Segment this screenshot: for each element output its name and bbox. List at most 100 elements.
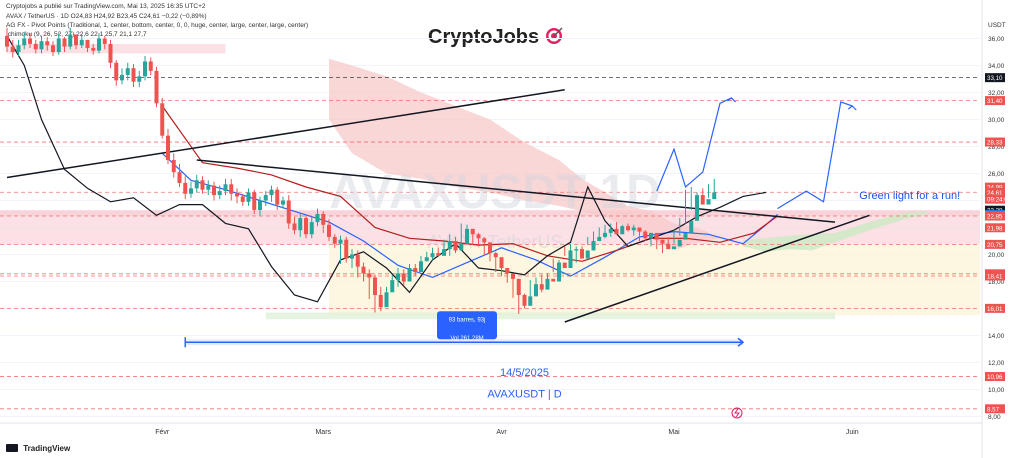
price-label: 21,98 [985, 223, 1005, 233]
candle-body [672, 246, 676, 250]
candle [614, 222, 619, 235]
candle-body [459, 243, 464, 251]
pivot-points-legend[interactable]: AG FX - Pivot Points (Traditional, 1, ce… [6, 22, 309, 29]
y-tick-label: 20,00 [988, 252, 1005, 259]
candle [419, 255, 423, 273]
candle-body [470, 228, 475, 235]
candle-body [660, 239, 665, 244]
price-label: 10,96 [985, 372, 1005, 382]
candle-body [493, 253, 498, 258]
candle-body [522, 295, 527, 306]
candle-body [235, 193, 239, 197]
candle-body [373, 277, 377, 295]
svg-text:31,40: 31,40 [987, 98, 1003, 105]
candle [166, 128, 170, 165]
candle [378, 286, 383, 312]
tradingview-logo-text: TradingView [23, 444, 71, 453]
candle-body [217, 191, 222, 196]
candle-body [281, 200, 285, 205]
candle [85, 39, 90, 52]
candle-body [102, 38, 107, 44]
svg-text:10,96: 10,96 [987, 374, 1003, 381]
candle [91, 43, 96, 55]
y-tick-label: 10,00 [988, 387, 1005, 394]
candle-body [309, 222, 314, 235]
candle-body [539, 284, 544, 290]
projection-arrowhead [727, 97, 736, 103]
candle-body [131, 68, 136, 82]
candle [292, 216, 297, 235]
candle [143, 56, 147, 81]
published-line: Cryptojobs a publié sur TradingView.com,… [6, 3, 206, 10]
candle [350, 249, 354, 268]
candle [315, 208, 320, 227]
candle [505, 268, 510, 283]
candle [22, 31, 27, 50]
candle [620, 224, 625, 235]
candle-body [614, 228, 619, 235]
candle-body [528, 296, 533, 306]
candle-body [321, 214, 326, 225]
candle [591, 231, 596, 251]
price-label: 24,61 [985, 187, 1005, 197]
measure-range-band [185, 339, 743, 346]
symbol-ohlc-line[interactable]: AVAX / TetherUS · 1D O24,83 H24,92 B23,4… [6, 13, 207, 20]
candle-body [263, 195, 268, 201]
candle-body [378, 295, 383, 308]
candle-body [114, 62, 119, 81]
y-tick-label: 26,00 [988, 171, 1005, 178]
candle [401, 269, 406, 286]
candle [212, 181, 216, 201]
candle-body [33, 43, 38, 50]
candle-body [419, 261, 423, 273]
x-tick-label: Févr [155, 429, 170, 436]
lightning-icon [731, 407, 743, 419]
candle-body [574, 249, 579, 251]
candle [263, 191, 268, 206]
svg-text:33,10: 33,10 [987, 75, 1003, 82]
candle-body [453, 241, 458, 251]
tradingview-footer[interactable]: TradingView [6, 444, 70, 453]
svg-text:8,57: 8,57 [987, 406, 1000, 413]
x-tick-label: Mai [668, 429, 680, 436]
candle-body [384, 292, 389, 308]
watermark-symbol: AVAXUSDT 1D [329, 166, 661, 219]
candle-body [10, 46, 15, 52]
candle [120, 68, 124, 85]
candle [430, 247, 435, 260]
candle-body [591, 241, 596, 251]
candle [33, 39, 38, 54]
candle-body [252, 192, 257, 210]
indicator-line-3 [6, 35, 767, 303]
candle [355, 250, 360, 278]
y-tick-label: 12,00 [988, 360, 1005, 367]
volume-label: Vol 261,28M [450, 336, 483, 342]
candle [470, 228, 475, 246]
candle-body [258, 200, 262, 210]
kumo-cloud-bullish [743, 211, 927, 252]
candle [258, 196, 262, 216]
candle-body [442, 249, 446, 256]
candle-body [557, 262, 561, 282]
candle-body [689, 220, 694, 233]
candle [125, 62, 130, 81]
candle-body [286, 200, 291, 224]
candle-body [85, 39, 90, 48]
candle [522, 293, 527, 309]
svg-text:24,61: 24,61 [987, 190, 1003, 197]
svg-text:18,41: 18,41 [987, 273, 1003, 280]
candle-body [171, 160, 176, 173]
candle-body [631, 227, 636, 231]
candle-body [505, 268, 510, 274]
candle-body [568, 250, 573, 268]
candle [200, 176, 205, 194]
candle-body [488, 242, 492, 254]
candle-body [5, 35, 9, 47]
measure-range-arrowhead [737, 337, 745, 347]
candle [206, 180, 211, 196]
candle-body [200, 180, 205, 190]
svg-text:09:24:03: 09:24:03 [987, 197, 1012, 204]
candle-body [108, 43, 113, 63]
candle-body [626, 226, 630, 231]
